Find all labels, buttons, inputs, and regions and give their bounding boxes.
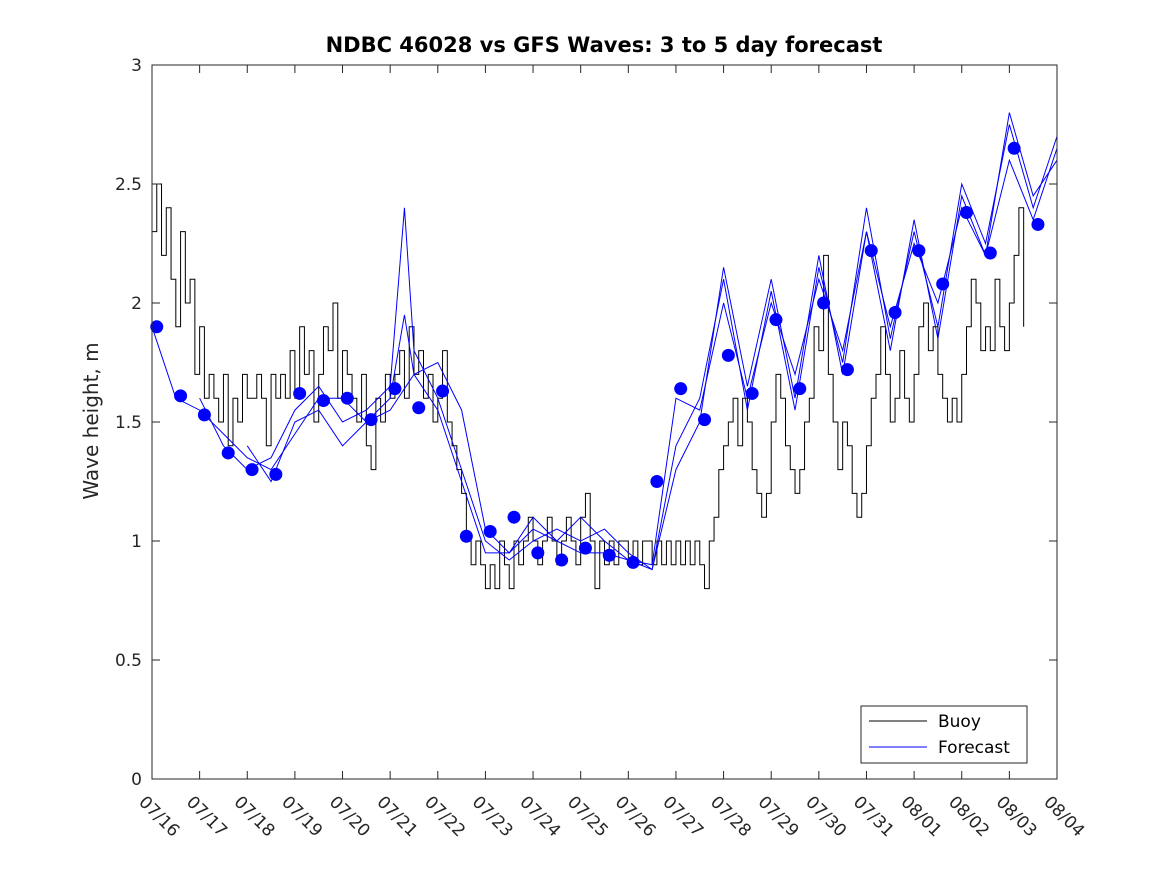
forecast-marker [483,524,497,538]
forecast-marker [269,467,283,481]
x-tick-label: 07/25 [563,792,612,841]
x-tick-label: 07/16 [134,792,183,841]
forecast-marker [983,246,997,260]
forecast-marker [555,553,569,567]
forecast-marker [698,413,712,427]
forecast-marker [817,296,831,310]
x-tick-label: 07/28 [706,792,755,841]
forecast-marker [864,244,878,258]
legend-box [860,705,1028,764]
forecast-marker [578,541,592,555]
forecast-marker [840,363,854,377]
forecast-marker [674,382,688,396]
x-tick-label: 07/17 [182,792,231,841]
forecast-marker [388,382,402,396]
x-tick-label: 07/22 [420,792,469,841]
x-tick-label: 07/20 [325,792,374,841]
forecast-marker [1007,141,1021,155]
forecast-marker [245,463,259,477]
forecast-marker [912,244,926,258]
forecast-marker [650,475,664,488]
forecast-marker [793,382,807,396]
forecast-marker [507,510,521,524]
forecast-marker [626,555,640,569]
forecast-marker [769,313,783,327]
forecast-marker [531,546,545,560]
forecast-series-line-1 [151,148,1058,566]
x-tick-label: 07/18 [230,792,279,841]
forecast-marker [174,389,188,403]
forecast-marker [221,446,235,460]
x-tick-label: 07/21 [373,792,422,841]
forecast-marker [1031,217,1045,231]
buoy-series-line [152,183,1025,590]
y-tick-label: 1 [131,532,142,552]
forecast-marker [412,401,426,415]
x-tick-label: 07/26 [611,792,660,841]
x-tick-label: 08/04 [1039,792,1088,841]
y-axis: 0 0.5 1 1.5 2 2.5 3 [115,56,1057,790]
forecast-marker [459,529,473,543]
forecast-marker [293,386,307,400]
x-tick-label: 07/29 [754,792,803,841]
forecast-marker [960,206,973,220]
x-tick-label: 07/19 [277,792,326,841]
forecast-marker [936,277,950,291]
forecast-marker [888,306,902,320]
y-tick-label: 1.5 [115,413,142,433]
forecast-marker [436,384,450,398]
forecast-marker [150,320,164,334]
x-tick-label: 07/31 [849,792,898,841]
legend-forecast-label: Forecast [938,738,1010,758]
forecast-marker [364,413,378,427]
forecast-marker [602,548,616,562]
forecast-marker [745,386,759,400]
x-tick-label: 07/27 [658,792,707,841]
plot-area [150,112,1058,590]
plot-frame [151,64,1058,780]
legend: Buoy Forecast [860,705,1028,764]
x-tick-label: 07/30 [801,792,850,841]
x-tick-label: 08/02 [944,792,993,841]
legend-buoy-label: Buoy [938,712,981,732]
x-tick-label: 07/24 [516,792,565,841]
forecast-series-line-2 [199,124,1058,571]
y-tick-label: 0 [131,770,142,790]
chart-title: NDBC 46028 vs GFS Waves: 3 to 5 day fore… [326,33,883,57]
forecast-marker [197,408,211,422]
x-tick-label: 08/01 [897,792,946,841]
x-tick-label: 08/03 [992,792,1041,841]
y-tick-label: 2 [131,294,142,314]
forecast-marker [316,394,330,408]
y-tick-label: 0.5 [115,651,142,671]
y-tick-label: 2.5 [115,175,142,195]
forecast-marker [340,391,354,405]
y-tick-label: 3 [131,56,142,76]
forecast-marker [721,348,735,362]
forecast-series-line-3 [246,112,1058,571]
y-axis-label: Wave height, m [79,342,103,499]
x-tick-label: 07/23 [468,792,517,841]
